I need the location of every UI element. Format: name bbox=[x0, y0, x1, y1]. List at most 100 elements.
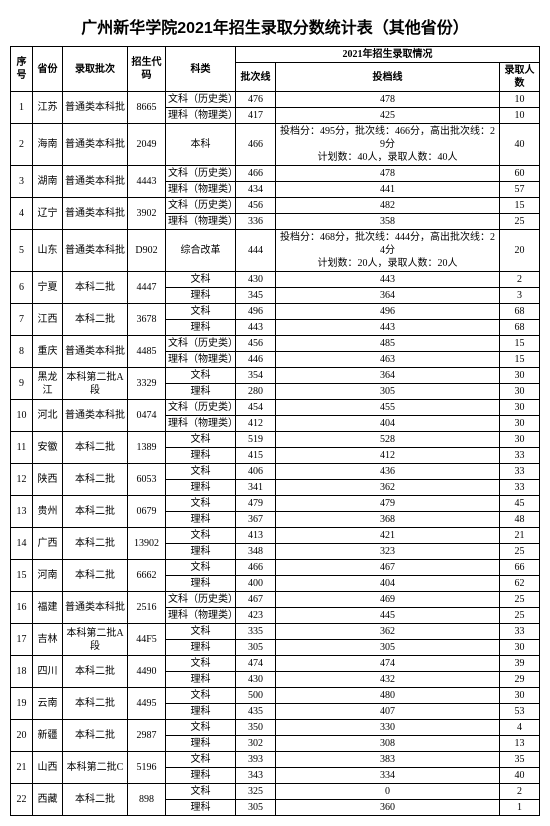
th-count: 录取人数 bbox=[499, 63, 539, 92]
cell-line: 367 bbox=[236, 512, 276, 528]
cell-subject: 文科（历史类） bbox=[166, 198, 236, 214]
cell-subject: 文科 bbox=[166, 560, 236, 576]
cell-line: 430 bbox=[236, 272, 276, 288]
cell-score: 425 bbox=[276, 108, 500, 124]
cell-prov: 湖南 bbox=[33, 166, 63, 198]
cell-batch: 普通类本科批 bbox=[63, 400, 128, 432]
cell-code: 4443 bbox=[128, 166, 166, 198]
cell-line: 476 bbox=[236, 92, 276, 108]
cell-line: 393 bbox=[236, 752, 276, 768]
cell-count: 10 bbox=[499, 108, 539, 124]
cell-line: 302 bbox=[236, 736, 276, 752]
cell-count: 57 bbox=[499, 182, 539, 198]
cell-batch: 本科第二批A段 bbox=[63, 368, 128, 400]
cell-line: 280 bbox=[236, 384, 276, 400]
table-body: 1江苏普通类本科批8665文科（历史类）47647810理科（物理类）41742… bbox=[11, 92, 540, 816]
cell-batch: 本科二批 bbox=[63, 304, 128, 336]
cell-subject: 理科（物理类） bbox=[166, 416, 236, 432]
cell-score: 308 bbox=[276, 736, 500, 752]
cell-subject: 理科 bbox=[166, 704, 236, 720]
table-row: 17吉林本科第二批A段44F5文科33536233 bbox=[11, 624, 540, 640]
table-row: 3湖南普通类本科批4443文科（历史类）46647860 bbox=[11, 166, 540, 182]
cell-score: 投档分：468分，批次线：444分，高出批次线：24分 计划数：20人，录取人数… bbox=[276, 230, 500, 272]
cell-code: 13902 bbox=[128, 528, 166, 560]
cell-line: 466 bbox=[236, 166, 276, 182]
cell-subject: 理科 bbox=[166, 288, 236, 304]
cell-seq: 21 bbox=[11, 752, 33, 784]
page-title: 广州新华学院2021年招生录取分数统计表（其他省份） bbox=[10, 14, 540, 38]
cell-seq: 5 bbox=[11, 230, 33, 272]
cell-prov: 云南 bbox=[33, 688, 63, 720]
cell-code: 4485 bbox=[128, 336, 166, 368]
cell-line: 467 bbox=[236, 592, 276, 608]
cell-prov: 吉林 bbox=[33, 624, 63, 656]
cell-code: 0474 bbox=[128, 400, 166, 432]
cell-seq: 3 bbox=[11, 166, 33, 198]
table-row: 10河北普通类本科批0474文科（历史类）45445530 bbox=[11, 400, 540, 416]
cell-line: 412 bbox=[236, 416, 276, 432]
cell-subject: 理科 bbox=[166, 640, 236, 656]
cell-prov: 新疆 bbox=[33, 720, 63, 752]
cell-code: D902 bbox=[128, 230, 166, 272]
cell-seq: 8 bbox=[11, 336, 33, 368]
cell-line: 519 bbox=[236, 432, 276, 448]
cell-line: 350 bbox=[236, 720, 276, 736]
cell-line: 348 bbox=[236, 544, 276, 560]
cell-score: 360 bbox=[276, 800, 500, 816]
th-code: 招生代码 bbox=[128, 47, 166, 92]
cell-prov: 福建 bbox=[33, 592, 63, 624]
cell-line: 336 bbox=[236, 214, 276, 230]
cell-count: 15 bbox=[499, 198, 539, 214]
cell-subject: 理科 bbox=[166, 576, 236, 592]
cell-line: 423 bbox=[236, 608, 276, 624]
cell-code: 8665 bbox=[128, 92, 166, 124]
cell-seq: 14 bbox=[11, 528, 33, 560]
cell-subject: 文科 bbox=[166, 496, 236, 512]
cell-subject: 理科（物理类） bbox=[166, 182, 236, 198]
cell-score: 362 bbox=[276, 480, 500, 496]
cell-seq: 22 bbox=[11, 784, 33, 816]
cell-subject: 综合改革 bbox=[166, 230, 236, 272]
cell-subject: 本科 bbox=[166, 124, 236, 166]
cell-prov: 辽宁 bbox=[33, 198, 63, 230]
cell-subject: 理科 bbox=[166, 480, 236, 496]
cell-count: 13 bbox=[499, 736, 539, 752]
cell-code: 5196 bbox=[128, 752, 166, 784]
cell-score: 305 bbox=[276, 640, 500, 656]
cell-prov: 江西 bbox=[33, 304, 63, 336]
cell-prov: 黑龙江 bbox=[33, 368, 63, 400]
cell-line: 305 bbox=[236, 640, 276, 656]
cell-seq: 18 bbox=[11, 656, 33, 688]
cell-score: 330 bbox=[276, 720, 500, 736]
cell-count: 62 bbox=[499, 576, 539, 592]
cell-subject: 文科 bbox=[166, 784, 236, 800]
cell-line: 456 bbox=[236, 198, 276, 214]
cell-line: 446 bbox=[236, 352, 276, 368]
cell-line: 305 bbox=[236, 800, 276, 816]
th-line: 批次线 bbox=[236, 63, 276, 92]
cell-line: 435 bbox=[236, 704, 276, 720]
cell-score: 364 bbox=[276, 368, 500, 384]
cell-score: 432 bbox=[276, 672, 500, 688]
cell-subject: 文科 bbox=[166, 688, 236, 704]
cell-batch: 本科二批 bbox=[63, 272, 128, 304]
cell-score: 421 bbox=[276, 528, 500, 544]
admission-table: 序号 省份 录取批次 招生代码 科类 2021年招生录取情况 批次线 投档线 录… bbox=[10, 46, 540, 816]
cell-count: 15 bbox=[499, 352, 539, 368]
cell-seq: 9 bbox=[11, 368, 33, 400]
cell-subject: 文科 bbox=[166, 432, 236, 448]
cell-prov: 贵州 bbox=[33, 496, 63, 528]
cell-seq: 12 bbox=[11, 464, 33, 496]
table-row: 21山西本科第二批C5196文科39338335 bbox=[11, 752, 540, 768]
table-row: 2海南普通类本科批2049本科466投档分：495分，批次线：466分，高出批次… bbox=[11, 124, 540, 166]
table-row: 13贵州本科二批0679文科47947945 bbox=[11, 496, 540, 512]
cell-count: 30 bbox=[499, 416, 539, 432]
cell-score: 436 bbox=[276, 464, 500, 480]
cell-score: 404 bbox=[276, 576, 500, 592]
cell-batch: 普通类本科批 bbox=[63, 336, 128, 368]
cell-count: 30 bbox=[499, 688, 539, 704]
cell-code: 3902 bbox=[128, 198, 166, 230]
cell-seq: 15 bbox=[11, 560, 33, 592]
cell-count: 25 bbox=[499, 592, 539, 608]
cell-subject: 文科 bbox=[166, 528, 236, 544]
